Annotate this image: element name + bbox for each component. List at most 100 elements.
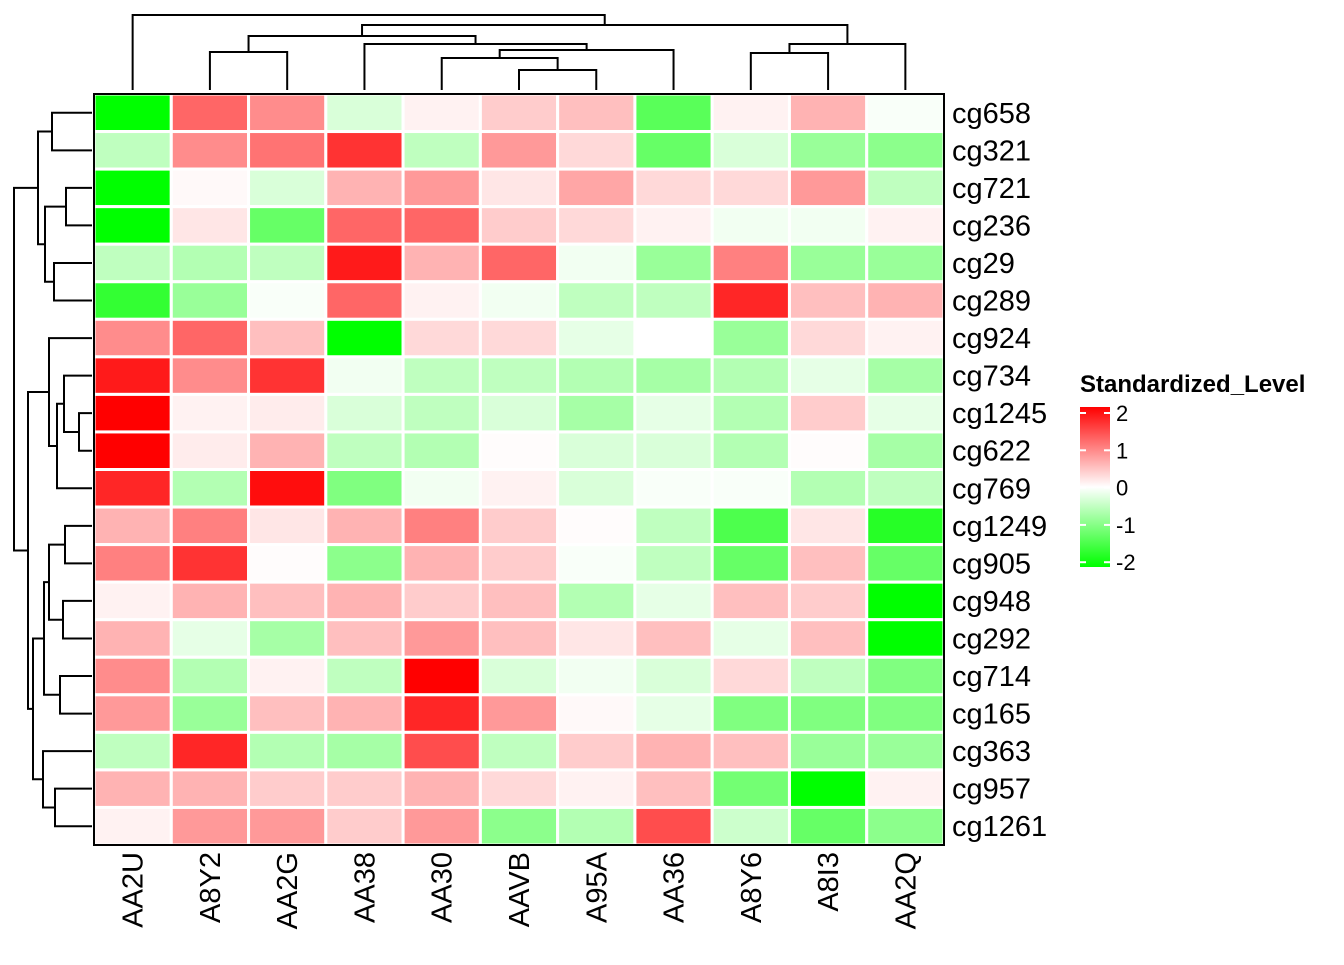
- cell-cg734-AA2G: [247, 355, 328, 396]
- column-labels: AA2U A8Y2 AA2G AA38 AA30 AAVB A95A AA36 A8Y6 A8I3…: [118, 851, 923, 929]
- cell-cg236-A8Y6: [710, 205, 791, 246]
- cell-cg721-A8Y6: [710, 167, 791, 209]
- cell-cg363-AA2Q: [865, 730, 946, 772]
- cell-cg1249-AA2Q: [865, 505, 946, 547]
- column-label: AA38: [349, 852, 381, 923]
- cell-cg714-AA38: [324, 655, 405, 697]
- cell-cg1261-AA2U: [92, 805, 173, 847]
- cell-cg769-A8Y2: [169, 468, 251, 509]
- cell-cg165-A8I3: [787, 693, 869, 734]
- cell-cg321-AA38: [324, 130, 405, 171]
- column-label: AA2G: [272, 852, 304, 929]
- cell-cg622-AA2Q: [865, 430, 946, 472]
- cell-cg289-AA2G: [247, 280, 328, 321]
- column-label: AA36: [659, 852, 691, 923]
- legend-tick-label: -1: [1116, 513, 1136, 538]
- column-label: A95A: [581, 851, 613, 923]
- cell-cg721-AA2Q: [865, 167, 946, 209]
- cell-cg1245-A8I3: [787, 392, 869, 434]
- cell-cg948-AAVB: [478, 580, 560, 622]
- cell-cg769-AA2G: [247, 468, 328, 509]
- cell-cg905-AA2Q: [865, 543, 946, 584]
- cell-cg1261-AAVB: [478, 805, 560, 847]
- cell-cg714-A8Y2: [169, 655, 251, 697]
- cell-cg924-AA38: [324, 317, 405, 359]
- cell-cg924-AA2Q: [865, 317, 946, 359]
- cell-cg905-AA38: [324, 543, 405, 584]
- cell-cg165-A8Y2: [169, 693, 251, 734]
- cell-cg924-AA36: [633, 317, 714, 359]
- cell-cg1249-AA2G: [247, 505, 328, 547]
- cell-cg1249-A8Y6: [710, 505, 791, 547]
- cell-cg957-AA2Q: [865, 768, 946, 809]
- cell-cg1245-AA2Q: [865, 392, 946, 434]
- column-label: AAVB: [504, 852, 536, 927]
- cell-cg321-AAVB: [478, 130, 560, 171]
- cell-cg622-AAVB: [478, 430, 560, 472]
- cell-cg734-AA30: [401, 355, 482, 396]
- cell-cg622-AA2G: [247, 430, 328, 472]
- column-label: A8I3: [813, 852, 845, 912]
- cell-cg658-AA2Q: [865, 92, 946, 134]
- cell-cg29-AA36: [633, 242, 714, 284]
- cell-cg714-AA2G: [247, 655, 328, 697]
- cell-cg1249-AA2U: [92, 505, 173, 547]
- cell-cg957-A8Y6: [710, 768, 791, 809]
- dendrogram-branch: [208, 51, 289, 90]
- cell-cg714-AA2Q: [865, 655, 946, 697]
- cell-cg769-AA2Q: [865, 468, 946, 509]
- row-label: cg658: [952, 98, 1031, 130]
- cell-cg924-AAVB: [478, 317, 560, 359]
- cell-cg769-AA36: [633, 468, 714, 509]
- dendrogram-branch: [62, 599, 92, 640]
- cell-cg165-AAVB: [478, 693, 560, 734]
- row-label: cg957: [952, 774, 1031, 806]
- dendrogram-branch: [518, 69, 598, 90]
- cell-cg321-AA36: [633, 130, 714, 171]
- cell-cg1261-AA36: [633, 805, 714, 847]
- dendrogram-branch: [43, 581, 60, 696]
- cell-cg948-A95A: [556, 580, 637, 622]
- row-label: cg714: [952, 661, 1031, 693]
- row-label: cg734: [952, 361, 1031, 393]
- cell-cg363-A8Y6: [710, 730, 791, 772]
- cell-cg658-AA2U: [92, 92, 173, 134]
- cell-cg321-AA30: [401, 130, 482, 171]
- cell-cg363-AAVB: [478, 730, 560, 772]
- cell-cg714-AAVB: [478, 655, 560, 697]
- dendrogram-branch: [788, 43, 907, 90]
- cell-cg622-A95A: [556, 430, 637, 472]
- cell-cg734-A95A: [556, 355, 637, 396]
- legend-title: Standardized_Level: [1080, 371, 1305, 398]
- cell-cg769-AAVB: [478, 468, 560, 509]
- cell-cg734-A8Y6: [710, 355, 791, 396]
- cell-cg29-A95A: [556, 242, 637, 284]
- row-label: cg1261: [952, 811, 1047, 843]
- column-dendrogram: [131, 14, 907, 90]
- dendrogram-branch: [42, 750, 92, 809]
- cell-cg29-AA2Q: [865, 242, 946, 284]
- cell-cg363-AA36: [633, 730, 714, 772]
- cell-cg769-AA38: [324, 468, 405, 509]
- cell-cg714-A95A: [556, 655, 637, 697]
- cell-cg734-AA2U: [92, 355, 173, 396]
- heatmap-cells: [92, 92, 946, 847]
- cell-cg289-AA2U: [92, 280, 173, 321]
- column-label: A8Y2: [195, 852, 227, 923]
- cell-cg236-AA2Q: [865, 205, 946, 246]
- cell-cg289-A8Y2: [169, 280, 251, 321]
- cell-cg948-A8Y6: [710, 580, 791, 622]
- cell-cg321-A8I3: [787, 130, 869, 171]
- row-label: cg1249: [952, 511, 1047, 543]
- cell-cg236-AA36: [633, 205, 714, 246]
- cell-cg289-A8I3: [787, 280, 869, 321]
- dendrogram-branch: [54, 787, 92, 828]
- cell-cg363-A8I3: [787, 730, 869, 772]
- column-label: AA30: [427, 852, 459, 923]
- row-label: cg236: [952, 210, 1031, 242]
- cell-cg165-AA30: [401, 693, 482, 734]
- cell-cg622-A8Y2: [169, 430, 251, 472]
- cell-cg957-A8Y2: [169, 768, 251, 809]
- legend-tick-label: 2: [1116, 401, 1128, 426]
- cell-cg714-AA30: [401, 655, 482, 697]
